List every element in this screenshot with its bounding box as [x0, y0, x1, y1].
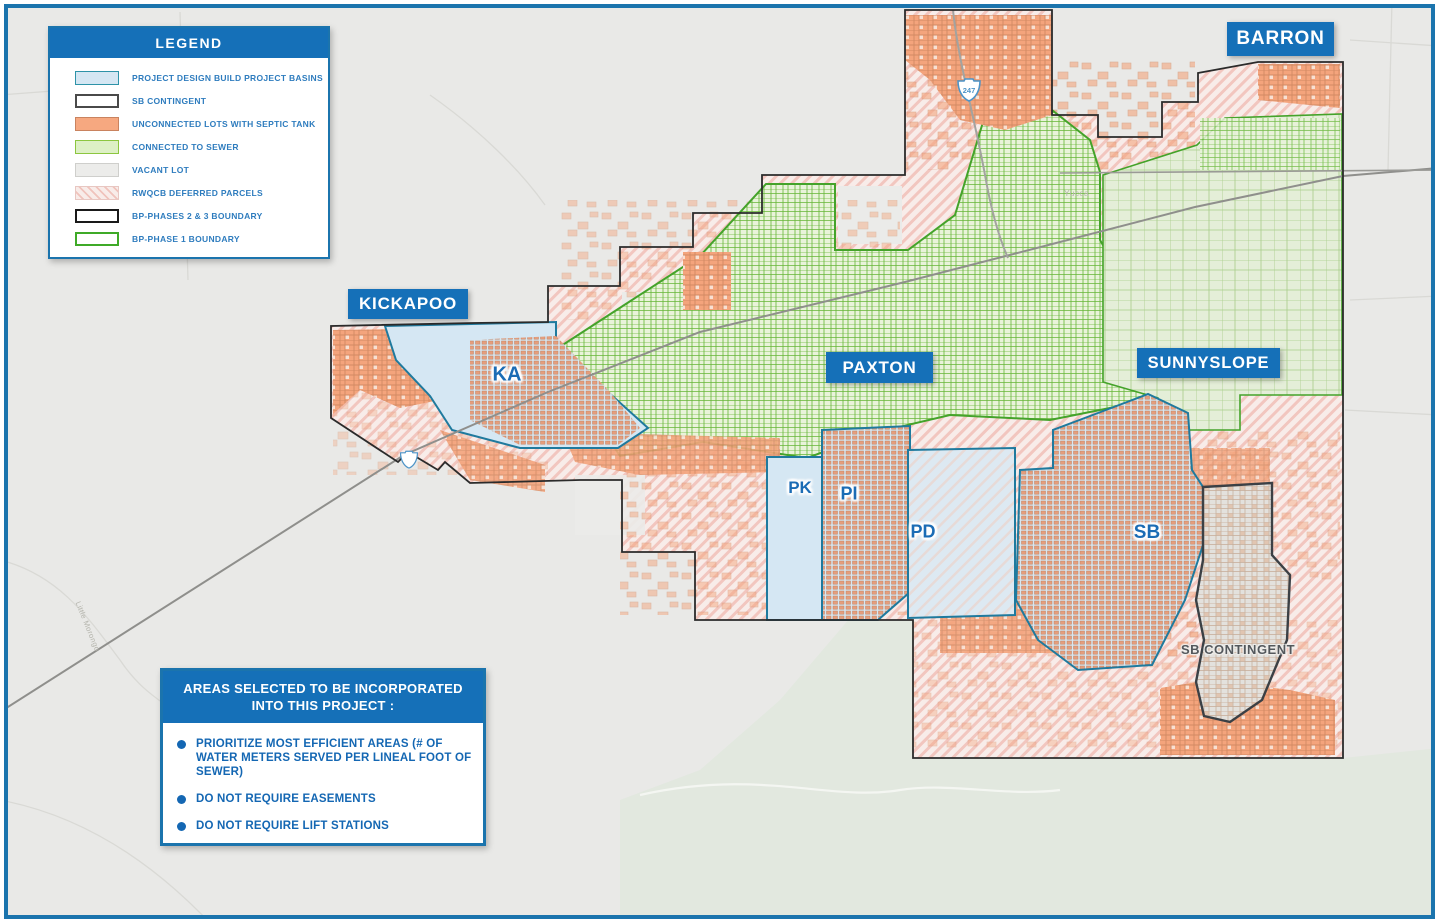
- bullet-text: DO NOT REQUIRE LIFT STATIONS: [196, 820, 390, 832]
- map-canvas: 247 Yucca Little Morongo KICKAPOO PAXTON…: [4, 4, 1435, 919]
- legend-item-septic: UNCONNECTED LOTS WITH SEPTIC TANK: [50, 112, 328, 135]
- legend-item-label: VACANT LOT: [132, 164, 190, 175]
- legend-item-deferred: RWQCB DEFERRED PARCELS: [50, 181, 328, 204]
- basemap-town-label: Yucca: [1064, 188, 1090, 198]
- area-label-kickapoo: KICKAPOO: [348, 289, 468, 319]
- info-box-title: AREAS SELECTED TO BE INCORPORATED INTO T…: [163, 671, 483, 723]
- legend-item-label: UNCONNECTED LOTS WITH SEPTIC TANK: [132, 118, 316, 129]
- basin-pi: [821, 424, 911, 621]
- sewer-connected-area: [556, 108, 1152, 460]
- map-graphic: [8, 8, 1431, 915]
- bullet-dot-icon: [177, 740, 186, 749]
- bullet-text: DO NOT REQUIRE EASEMENTS: [196, 793, 376, 805]
- info-bullet-item: PRIORITIZE MOST EFFICIENT AREAS (# OF WA…: [177, 737, 473, 779]
- bullet-dot-icon: [177, 795, 186, 804]
- project-basins: [383, 320, 1204, 672]
- legend-item-basins: PROJECT DESIGN BUILD PROJECT BASINS: [50, 66, 328, 89]
- sewer-swatch: [75, 139, 119, 154]
- legend-item-phase1: BP-PHASE 1 BOUNDARY: [50, 227, 328, 250]
- legend-item-sewer: CONNECTED TO SEWER: [50, 135, 328, 158]
- legend-item-label: PROJECT DESIGN BUILD PROJECT BASINS: [132, 72, 323, 83]
- legend-body: PROJECT DESIGN BUILD PROJECT BASINS SB C…: [50, 58, 328, 250]
- basin-label-pk: PK: [788, 478, 812, 497]
- info-title-line1: AREAS SELECTED TO BE INCORPORATED: [183, 681, 463, 696]
- legend-item-label: BP-PHASE 1 BOUNDARY: [132, 233, 240, 244]
- basin-label-sb: SB: [1133, 522, 1161, 543]
- basin-label-pd: PD: [910, 521, 936, 542]
- basin-ka-parcels: [470, 336, 640, 445]
- area-label-paxton: PAXTON: [826, 352, 933, 383]
- bullet-text: PRIORITIZE MOST EFFICIENT AREAS (# OF WA…: [196, 738, 472, 778]
- park-area: [620, 618, 1431, 915]
- phase23-swatch: [75, 208, 119, 223]
- bullet-dot-icon: [177, 822, 186, 831]
- phase1-swatch: [75, 231, 119, 246]
- shield-number: 247: [962, 85, 976, 95]
- info-bullet-item: DO NOT REQUIRE LIFT STATIONS: [177, 819, 473, 833]
- sb-contingent-swatch: [75, 93, 119, 108]
- legend-item-phase23: BP-PHASES 2 & 3 BOUNDARY: [50, 204, 328, 227]
- info-bullet-list: PRIORITIZE MOST EFFICIENT AREAS (# OF WA…: [163, 723, 483, 833]
- vacant-swatch: [75, 162, 119, 177]
- info-box: AREAS SELECTED TO BE INCORPORATED INTO T…: [160, 668, 486, 846]
- highway-shield-247: 247: [956, 78, 982, 102]
- basin-label-ka: KA: [492, 363, 522, 386]
- deferred-swatch: [75, 185, 119, 200]
- area-label-sunnyslope: SUNNYSLOPE: [1137, 348, 1280, 378]
- basin-pd: [907, 446, 1016, 620]
- sb-contingent-area: [1194, 481, 1292, 724]
- highways: [8, 9, 1431, 709]
- basin-label-pi: PI: [840, 483, 858, 504]
- info-bullet-item: DO NOT REQUIRE EASEMENTS: [177, 792, 473, 806]
- sb-contingent-label: SB CONTINGENT: [1180, 642, 1296, 657]
- legend-item-vacant: VACANT LOT: [50, 158, 328, 181]
- legend-item-label: RWQCB DEFERRED PARCELS: [132, 187, 263, 198]
- legend-item-label: CONNECTED TO SEWER: [132, 141, 239, 152]
- legend-item-label: SB CONTINGENT: [132, 95, 207, 106]
- legend-item-label: BP-PHASES 2 & 3 BOUNDARY: [132, 210, 263, 221]
- legend-item-sb-contingent: SB CONTINGENT: [50, 89, 328, 112]
- info-title-line2: INTO THIS PROJECT :: [251, 698, 395, 713]
- area-label-barron: BARRON: [1227, 22, 1334, 56]
- legend: LEGEND PROJECT DESIGN BUILD PROJECT BASI…: [48, 26, 330, 259]
- highway-shield-small: [399, 450, 419, 470]
- septic-swatch: [75, 116, 119, 131]
- basin-swatch: [75, 70, 119, 85]
- legend-title: LEGEND: [50, 28, 328, 58]
